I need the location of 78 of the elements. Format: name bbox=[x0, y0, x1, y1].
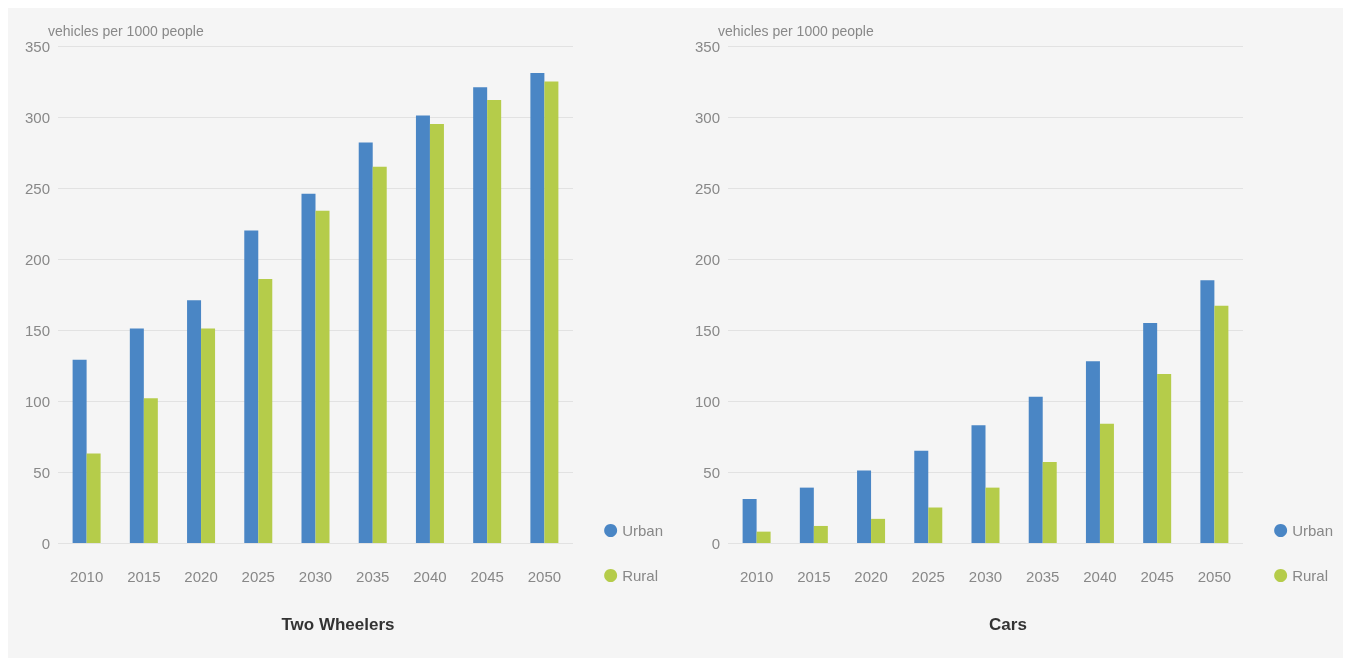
bar bbox=[928, 507, 943, 543]
bar bbox=[187, 300, 202, 543]
y-tick-label: 100 bbox=[694, 392, 720, 410]
bar bbox=[1085, 361, 1100, 543]
x-tick-label: 2015 bbox=[127, 568, 161, 585]
bar bbox=[301, 193, 316, 543]
bar bbox=[985, 487, 1000, 543]
bar bbox=[544, 81, 559, 543]
x-tick-label: 2035 bbox=[1026, 568, 1060, 585]
x-tick-label: 2015 bbox=[797, 568, 831, 585]
bar bbox=[415, 115, 430, 543]
bar bbox=[372, 166, 387, 543]
bar bbox=[871, 518, 886, 543]
x-tick-label: 2040 bbox=[1083, 568, 1117, 585]
bar bbox=[742, 498, 757, 543]
bar bbox=[914, 450, 929, 543]
legend-label: Urban bbox=[1292, 522, 1333, 539]
bar bbox=[971, 425, 986, 543]
legend-label: Urban bbox=[622, 522, 663, 539]
x-tick-label: 2050 bbox=[1197, 568, 1232, 585]
y-tick-label: 250 bbox=[24, 179, 50, 197]
x-tick-label: 2045 bbox=[1140, 568, 1174, 585]
y-tick-label: 350 bbox=[694, 37, 720, 55]
y-tick-label: 200 bbox=[694, 250, 720, 268]
y-tick-label: 350 bbox=[24, 37, 50, 55]
y-tick-label: 150 bbox=[24, 321, 50, 339]
y-tick-label: 0 bbox=[41, 534, 50, 552]
text: Two Wheelers bbox=[281, 615, 395, 634]
bar bbox=[1042, 462, 1057, 543]
y-axis-title: vehicles per 1000 people bbox=[718, 23, 874, 39]
y-tick-label: 150 bbox=[694, 321, 720, 339]
x-tick-label: 2040 bbox=[413, 568, 447, 585]
bar bbox=[1028, 396, 1043, 543]
bar bbox=[1200, 280, 1215, 543]
bar bbox=[1099, 423, 1114, 543]
bar bbox=[813, 525, 828, 543]
x-tick-label: 2025 bbox=[241, 568, 275, 585]
y-axis-title: vehicles per 1000 people bbox=[48, 23, 204, 39]
bar bbox=[473, 87, 488, 543]
bar bbox=[857, 470, 872, 543]
x-tick-label: 2030 bbox=[968, 568, 1003, 585]
text: Cars bbox=[989, 615, 1027, 634]
x-tick-label: 2030 bbox=[298, 568, 333, 585]
y-tick-label: 300 bbox=[694, 108, 720, 126]
y-tick-label: 0 bbox=[711, 534, 720, 552]
x-tick-label: 2025 bbox=[911, 568, 945, 585]
x-tick-label: 2010 bbox=[739, 568, 774, 585]
bar bbox=[129, 328, 144, 543]
bar bbox=[756, 531, 771, 543]
y-tick-label: 100 bbox=[24, 392, 50, 410]
x-tick-label: 2035 bbox=[356, 568, 390, 585]
legend-label: Rural bbox=[1292, 567, 1328, 584]
bar bbox=[72, 359, 87, 543]
bar bbox=[86, 453, 101, 543]
bar bbox=[143, 398, 158, 543]
bar bbox=[1214, 305, 1229, 543]
bar bbox=[258, 278, 273, 543]
y-tick-label: 300 bbox=[24, 108, 50, 126]
x-tick-label: 2050 bbox=[527, 568, 562, 585]
y-tick-label: 50 bbox=[33, 463, 50, 481]
bar bbox=[315, 210, 330, 543]
x-tick-label: 2020 bbox=[854, 568, 888, 585]
y-tick-label: 250 bbox=[694, 179, 720, 197]
x-tick-label: 2020 bbox=[184, 568, 218, 585]
bar bbox=[1143, 322, 1158, 543]
y-tick-label: 200 bbox=[24, 250, 50, 268]
bar bbox=[799, 487, 814, 543]
bar bbox=[530, 72, 545, 543]
y-tick-label: 50 bbox=[703, 463, 720, 481]
bar bbox=[244, 230, 259, 543]
bar bbox=[358, 142, 373, 543]
legend-label: Rural bbox=[622, 567, 658, 584]
x-tick-label: 2010 bbox=[69, 568, 104, 585]
bar bbox=[1157, 374, 1172, 543]
x-tick-label: 2045 bbox=[470, 568, 504, 585]
bar bbox=[429, 124, 444, 543]
bar bbox=[487, 99, 502, 543]
bar bbox=[201, 328, 216, 543]
